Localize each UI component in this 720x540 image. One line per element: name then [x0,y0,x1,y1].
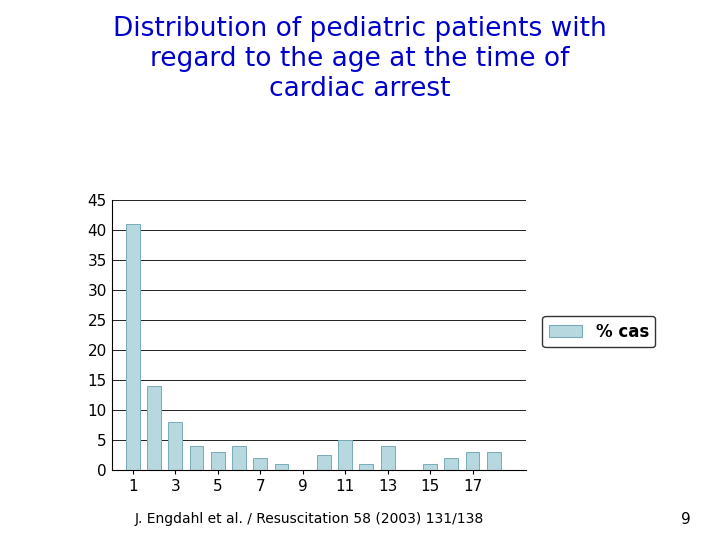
Bar [126,224,140,470]
Bar [423,464,437,470]
Bar [338,440,352,470]
Bar [359,464,373,470]
Text: J. Engdahl et al. / Resuscitation 58 (2003) 131/138: J. Engdahl et al. / Resuscitation 58 (20… [135,512,485,526]
Bar [487,452,500,470]
Bar [232,446,246,470]
Bar [381,446,395,470]
Bar [147,386,161,470]
Bar [317,455,330,470]
Bar [189,446,204,470]
Bar [253,458,267,470]
Bar [211,452,225,470]
Bar [274,464,288,470]
Bar [168,422,182,470]
Bar [444,458,458,470]
Text: Distribution of pediatric patients with
regard to the age at the time of
cardiac: Distribution of pediatric patients with … [113,16,607,102]
Bar [466,452,480,470]
Legend: % cas: % cas [542,316,655,347]
Text: 9: 9 [681,511,691,526]
